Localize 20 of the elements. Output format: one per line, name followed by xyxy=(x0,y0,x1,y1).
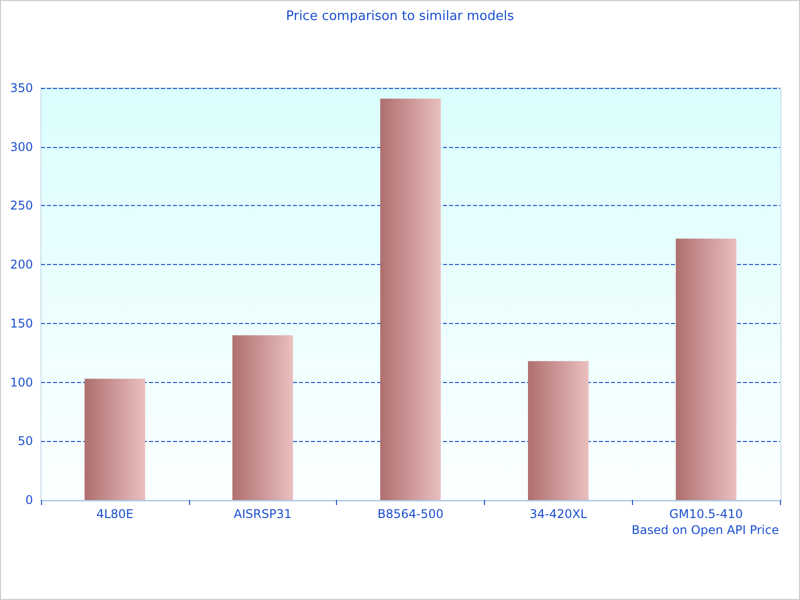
bar xyxy=(380,98,441,500)
y-tick-label: 350 xyxy=(10,81,33,95)
y-tick-label: 100 xyxy=(10,375,33,390)
x-tick-label: AISRSP31 xyxy=(234,507,292,521)
bar xyxy=(232,335,293,500)
x-tick-label: 34-420XL xyxy=(530,507,588,521)
bar xyxy=(84,378,146,500)
y-tick-label: 250 xyxy=(10,198,33,213)
y-tick-label: 200 xyxy=(10,258,33,272)
bar xyxy=(676,238,736,500)
x-tick-label: 4L80E xyxy=(96,507,134,521)
x-tick-label: GM10.5-410 xyxy=(669,507,743,521)
y-tick-label: 300 xyxy=(10,140,33,154)
x-tick-label: B8564-500 xyxy=(377,507,444,521)
y-tick-label: 0 xyxy=(25,493,33,507)
bar xyxy=(528,361,589,500)
y-tick-label: 150 xyxy=(10,316,33,330)
chart-title: Price comparison to similar models xyxy=(286,9,514,24)
text: Based on Open API Price xyxy=(632,523,780,537)
y-tick-label: 50 xyxy=(18,434,33,448)
